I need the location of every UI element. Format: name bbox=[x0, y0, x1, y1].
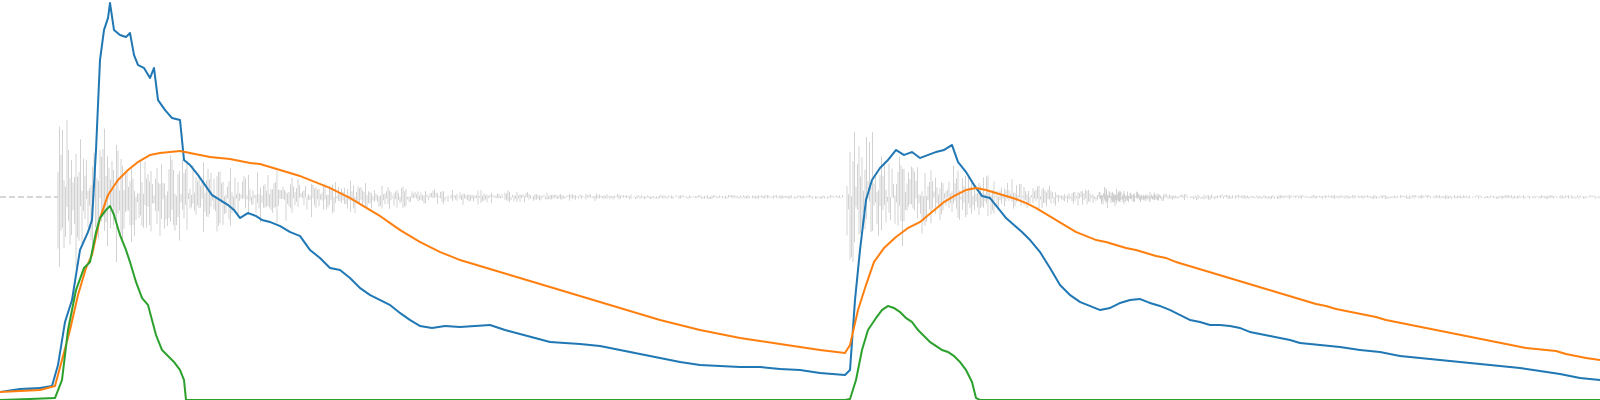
series-line-0 bbox=[0, 2, 1600, 393]
waveform-segment-2 bbox=[1099, 187, 1161, 209]
series-line-1 bbox=[0, 150, 1600, 393]
waveform-background bbox=[0, 120, 1600, 267]
series-line-2 bbox=[0, 205, 1600, 400]
waveform-segment-1 bbox=[846, 131, 1600, 262]
waveform-segment-0 bbox=[57, 120, 845, 267]
